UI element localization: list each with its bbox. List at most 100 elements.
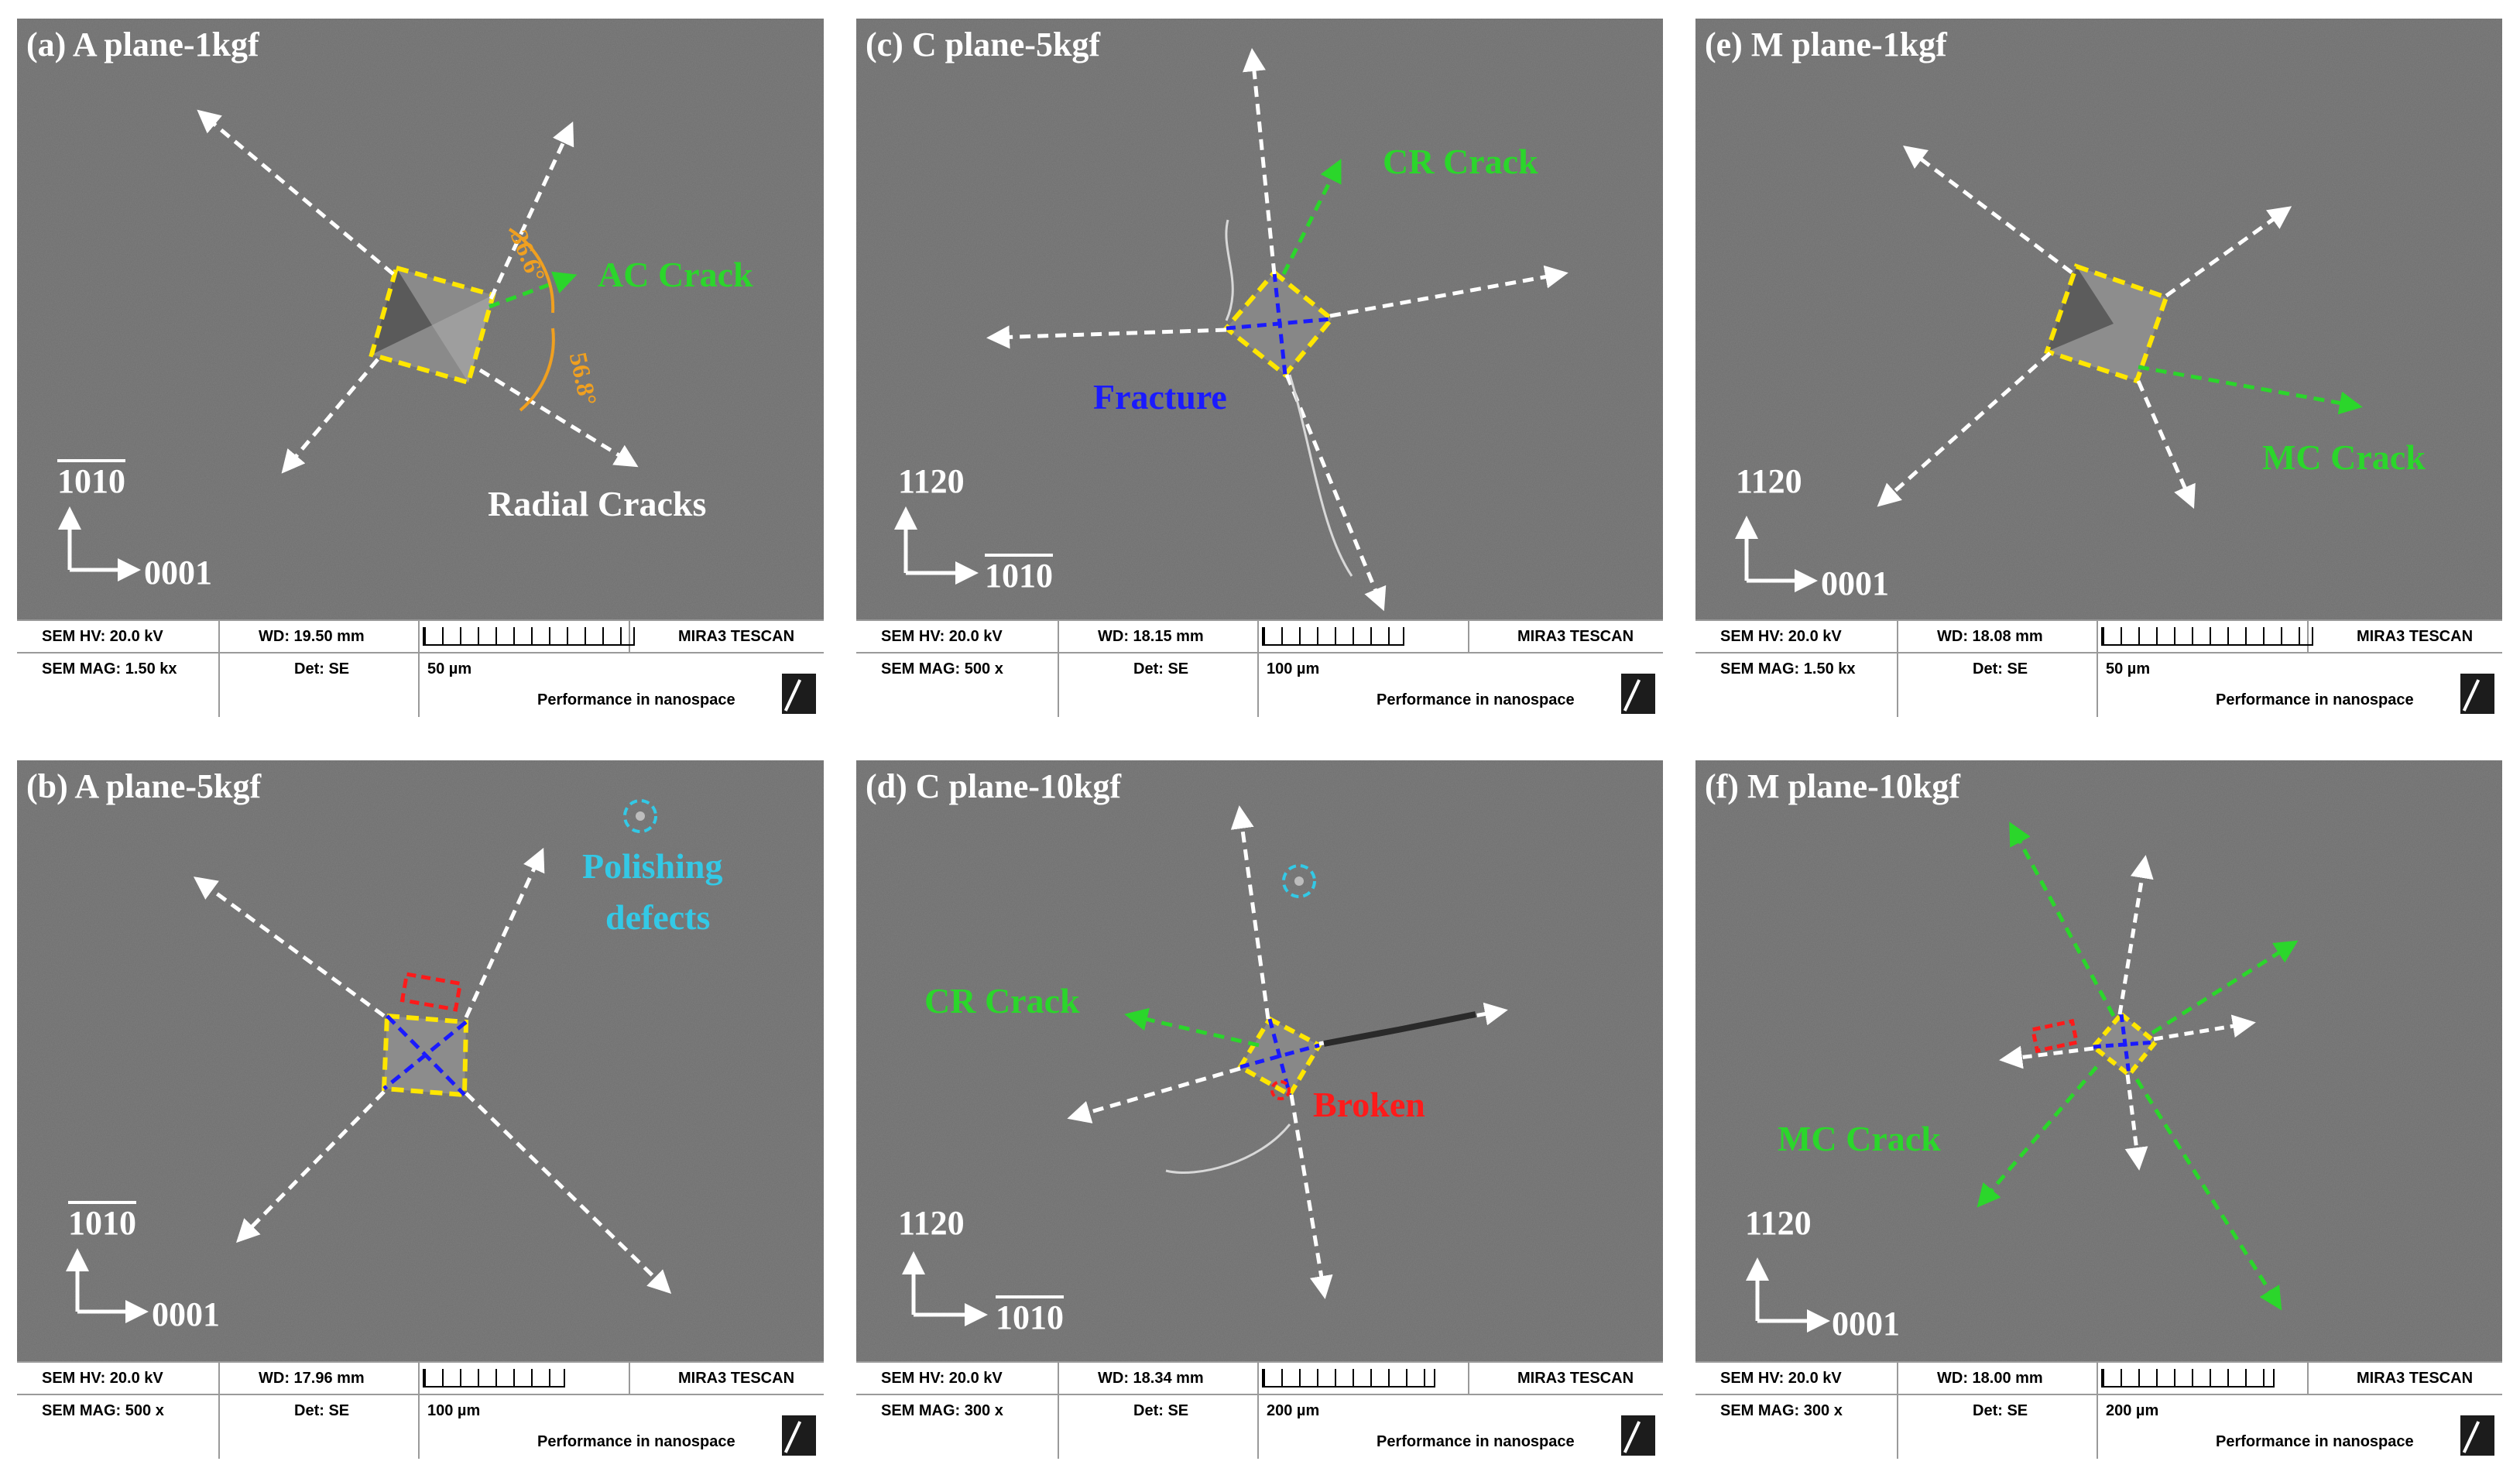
- sem-scale-b: 100 µm: [427, 1402, 481, 1419]
- sem-brand-d: MIRA3 TESCAN: [1517, 1370, 1634, 1387]
- sem-hv-e: SEM HV: 20.0 kV: [1720, 628, 1842, 645]
- axis-right-label-d: 1010: [996, 1298, 1064, 1336]
- sem-wd-c: WD: 18.15 mm: [1098, 628, 1204, 645]
- axis-up-label-b: 1010: [68, 1204, 136, 1242]
- axis-up-label-f: 1120: [1745, 1204, 1812, 1242]
- sem-slogan-d: Performance in nanospace: [1377, 1433, 1575, 1450]
- sem-wd-e: WD: 18.08 mm: [1937, 628, 2043, 645]
- sem-det-a: Det: SE: [294, 660, 350, 677]
- sem-hv-a: SEM HV: 20.0 kV: [42, 628, 163, 645]
- axis-right-label-b: 0001: [152, 1295, 220, 1333]
- sem-wd-b: WD: 17.96 mm: [259, 1370, 365, 1387]
- sem-mag-b: SEM MAG: 500 x: [42, 1402, 164, 1419]
- sem-slogan-c: Performance in nanospace: [1377, 691, 1575, 708]
- sem-micrograph-b: [17, 760, 824, 1363]
- sem-det-c: Det: SE: [1133, 660, 1189, 677]
- sem-wd-d: WD: 18.34 mm: [1098, 1370, 1204, 1387]
- sem-wd-f: WD: 18.00 mm: [1937, 1370, 2043, 1387]
- tescan-logo-e: [2460, 674, 2494, 714]
- sem-mag-c: SEM MAG: 500 x: [881, 660, 1003, 677]
- axis-up-label-e: 1120: [1736, 462, 1802, 500]
- tescan-logo-f: [2460, 1415, 2494, 1456]
- sem-brand-f: MIRA3 TESCAN: [2357, 1370, 2474, 1387]
- sem-info-bar-a: SEM HV: 20.0 kV WD: 19.50 mm MIRA3 TESCA…: [17, 619, 824, 717]
- sem-det-d: Det: SE: [1133, 1402, 1189, 1419]
- fracture-label: Fracture: [1093, 377, 1227, 417]
- mc-crack-label-f: MC Crack: [1778, 1119, 1941, 1158]
- sem-info-bar-f: SEM HV: 20.0 kV WD: 18.00 mm MIRA3 TESCA…: [1695, 1361, 2502, 1459]
- sem-det-e: Det: SE: [1973, 660, 2028, 677]
- sem-micrograph-c: [856, 19, 1663, 621]
- scale-bar-c: [1262, 627, 1404, 646]
- defects-label: defects: [605, 897, 711, 937]
- sem-info-bar-e: SEM HV: 20.0 kV WD: 18.08 mm MIRA3 TESCA…: [1695, 619, 2502, 717]
- sem-brand-c: MIRA3 TESCAN: [1517, 628, 1634, 645]
- scale-bar-b: [423, 1369, 565, 1388]
- panel-a-title: (a) A plane-1kgf: [26, 26, 259, 63]
- sem-brand-e: MIRA3 TESCAN: [2357, 628, 2474, 645]
- panel-f: (f) M plane-10kgf MC Crack 1120 0001 SEM…: [1695, 760, 2502, 1459]
- scale-bar-a: [423, 627, 635, 646]
- panel-b: (b) A plane-5kgf Polishing defects 1010 …: [17, 760, 824, 1459]
- polishing-label: Polishing: [582, 846, 723, 886]
- scale-bar-d: [1262, 1369, 1435, 1388]
- sem-mag-e: SEM MAG: 1.50 kx: [1720, 660, 1856, 677]
- sem-scale-e: 50 µm: [2106, 660, 2151, 677]
- axis-up-label-a: 1010: [57, 462, 125, 500]
- sem-micrograph-f: [1695, 760, 2502, 1363]
- axis-right-label-c: 1010: [985, 557, 1053, 595]
- sem-det-b: Det: SE: [294, 1402, 350, 1419]
- radial-cracks-label: Radial Cracks: [488, 484, 707, 523]
- sem-micrograph-a: [17, 19, 824, 621]
- panel-e-title: (e) M plane-1kgf: [1705, 26, 1947, 63]
- sem-micrograph-e: [1695, 19, 2502, 621]
- sem-slogan-b: Performance in nanospace: [537, 1433, 735, 1450]
- panel-a: (a) A plane-1kgf AC Crack Radial Cracks …: [17, 19, 824, 717]
- sem-scale-c: 100 µm: [1267, 660, 1320, 677]
- sem-slogan-a: Performance in nanospace: [537, 691, 735, 708]
- axis-right-label-f: 0001: [1832, 1305, 1900, 1343]
- sem-info-bar-d: SEM HV: 20.0 kV WD: 18.34 mm MIRA3 TESCA…: [856, 1361, 1663, 1459]
- sem-micrograph-d: [856, 760, 1663, 1363]
- tescan-logo-b: [782, 1415, 816, 1456]
- sem-wd-a: WD: 19.50 mm: [259, 628, 365, 645]
- tescan-logo-d: [1621, 1415, 1655, 1456]
- sem-mag-f: SEM MAG: 300 x: [1720, 1402, 1843, 1419]
- scale-bar-f: [2101, 1369, 2275, 1388]
- scale-bar-e: [2101, 627, 2313, 646]
- axis-up-label-d: 1120: [898, 1204, 965, 1242]
- panel-c-title: (c) C plane-5kgf: [866, 26, 1101, 63]
- broken-label: Broken: [1313, 1085, 1425, 1124]
- axis-right-label-a: 0001: [144, 554, 212, 592]
- sem-slogan-e: Performance in nanospace: [2216, 691, 2414, 708]
- sem-scale-f: 200 µm: [2106, 1402, 2159, 1419]
- sem-slogan-f: Performance in nanospace: [2216, 1433, 2414, 1450]
- mc-crack-label-e: MC Crack: [2262, 437, 2426, 477]
- sem-det-f: Det: SE: [1973, 1402, 2028, 1419]
- sem-brand-b: MIRA3 TESCAN: [678, 1370, 795, 1387]
- sem-info-bar-b: SEM HV: 20.0 kV WD: 17.96 mm MIRA3 TESCA…: [17, 1361, 824, 1459]
- axis-right-label-e: 0001: [1821, 564, 1889, 602]
- panel-b-title: (b) A plane-5kgf: [26, 767, 262, 805]
- panel-f-title: (f) M plane-10kgf: [1705, 767, 1960, 805]
- cr-crack-label-c: CR Crack: [1383, 142, 1538, 181]
- sem-mag-a: SEM MAG: 1.50 kx: [42, 660, 177, 677]
- panel-c: (c) C plane-5kgf CR Crack Fracture 1120 …: [856, 19, 1663, 717]
- sem-hv-d: SEM HV: 20.0 kV: [881, 1370, 1003, 1387]
- sem-mag-d: SEM MAG: 300 x: [881, 1402, 1003, 1419]
- sem-scale-d: 200 µm: [1267, 1402, 1320, 1419]
- sem-brand-a: MIRA3 TESCAN: [678, 628, 795, 645]
- sem-hv-b: SEM HV: 20.0 kV: [42, 1370, 163, 1387]
- tescan-logo-a: [782, 674, 816, 714]
- ac-crack-label: AC Crack: [598, 255, 753, 294]
- sem-hv-c: SEM HV: 20.0 kV: [881, 628, 1003, 645]
- panel-d: (d) C plane-10kgf CR Crack Broken 1120 1…: [856, 760, 1663, 1459]
- tescan-logo-c: [1621, 674, 1655, 714]
- sem-scale-a: 50 µm: [427, 660, 472, 677]
- sem-hv-f: SEM HV: 20.0 kV: [1720, 1370, 1842, 1387]
- panel-d-title: (d) C plane-10kgf: [866, 767, 1122, 805]
- sem-info-bar-c: SEM HV: 20.0 kV WD: 18.15 mm MIRA3 TESCA…: [856, 619, 1663, 717]
- cr-crack-label-d: CR Crack: [924, 981, 1080, 1020]
- axis-up-label-c: 1120: [898, 462, 965, 500]
- panel-e: (e) M plane-1kgf MC Crack 1120 0001 SEM …: [1695, 19, 2502, 717]
